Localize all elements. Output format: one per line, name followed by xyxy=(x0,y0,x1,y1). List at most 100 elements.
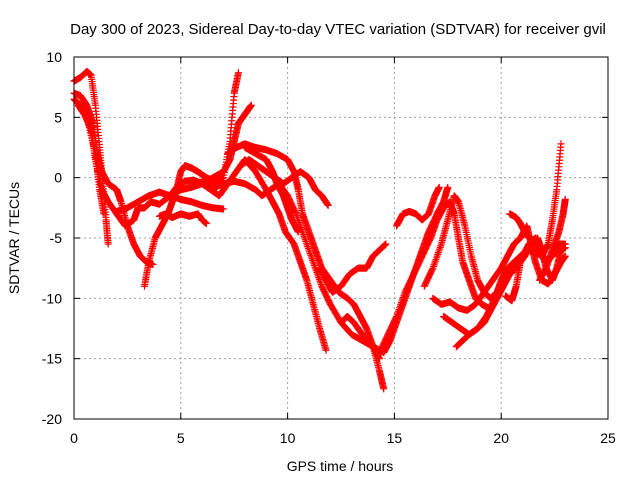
data-point xyxy=(435,247,443,255)
series-track xyxy=(241,144,302,236)
series-track xyxy=(501,240,535,305)
series-track xyxy=(375,198,492,357)
data-point xyxy=(433,252,441,260)
data-point xyxy=(306,248,314,256)
data-points xyxy=(70,67,569,393)
data-point xyxy=(525,234,533,242)
y-tick-label: -10 xyxy=(42,290,62,306)
data-point xyxy=(434,250,442,258)
data-point xyxy=(307,253,315,261)
data-point xyxy=(311,263,319,271)
data-point xyxy=(317,281,325,289)
data-point xyxy=(431,257,439,265)
y-tick-label: 0 xyxy=(54,170,62,186)
data-point xyxy=(429,262,437,270)
data-point xyxy=(100,210,108,218)
data-point xyxy=(399,293,407,301)
data-point xyxy=(435,183,443,191)
data-point xyxy=(316,277,324,285)
series-track xyxy=(316,240,390,296)
data-point xyxy=(557,140,565,148)
series-track xyxy=(194,176,383,363)
data-point xyxy=(304,244,312,252)
data-point xyxy=(324,201,332,209)
data-point xyxy=(393,311,401,319)
series-track xyxy=(536,195,569,284)
series-track xyxy=(393,183,443,230)
data-point xyxy=(432,256,440,264)
y-tick-label: 5 xyxy=(54,109,62,125)
series-track xyxy=(113,188,228,215)
data-point xyxy=(428,265,436,273)
data-point xyxy=(317,279,325,287)
data-point xyxy=(397,299,405,307)
data-point xyxy=(436,245,444,253)
data-point xyxy=(561,195,569,203)
data-point xyxy=(301,236,309,244)
data-point xyxy=(400,292,408,300)
y-tick-label: -5 xyxy=(50,230,63,246)
data-point xyxy=(433,254,441,262)
data-point xyxy=(400,290,408,298)
data-point xyxy=(380,385,388,393)
data-point xyxy=(434,249,442,257)
y-tick-label: -20 xyxy=(42,411,62,427)
data-point xyxy=(561,244,569,252)
data-point xyxy=(394,307,402,315)
data-point xyxy=(234,69,242,77)
data-point xyxy=(444,183,452,191)
data-point xyxy=(397,300,405,308)
x-tick-label: 20 xyxy=(493,430,509,446)
data-point xyxy=(303,241,311,249)
data-point xyxy=(429,264,437,272)
data-point xyxy=(299,231,307,239)
y-tick-label: 10 xyxy=(46,49,62,65)
data-point xyxy=(293,213,301,221)
data-point xyxy=(309,256,317,264)
y-tick-label: -15 xyxy=(42,351,62,367)
data-point xyxy=(299,229,307,237)
data-point xyxy=(310,262,318,270)
data-point xyxy=(202,220,210,228)
grid xyxy=(74,57,608,419)
data-point xyxy=(322,346,330,354)
data-point xyxy=(398,297,406,305)
data-point xyxy=(295,217,303,225)
data-point xyxy=(310,260,318,268)
x-tick-label: 15 xyxy=(387,430,403,446)
x-tick-label: 25 xyxy=(600,430,616,446)
data-point xyxy=(293,212,301,220)
data-point xyxy=(308,255,316,263)
data-point xyxy=(315,274,323,282)
axis-ticks: 0 5 10 15 20 25 -20 -15 -10 -5 0 5 10 xyxy=(42,49,616,446)
data-point xyxy=(220,205,228,213)
x-tick-label: 10 xyxy=(280,430,296,446)
data-point xyxy=(303,239,311,247)
data-point xyxy=(396,304,404,312)
data-point xyxy=(300,232,308,240)
data-point xyxy=(527,240,535,248)
chart-title: Day 300 of 2023, Sidereal Day-to-day VTE… xyxy=(70,21,606,38)
y-axis-label: SDTVAR / TECUs xyxy=(6,182,22,294)
data-point xyxy=(399,295,407,303)
data-point xyxy=(392,314,400,322)
data-point xyxy=(315,275,323,283)
data-point xyxy=(305,246,313,254)
data-point xyxy=(301,234,309,242)
data-point xyxy=(306,250,314,258)
data-point xyxy=(395,306,403,314)
data-point xyxy=(437,242,445,250)
data-point xyxy=(436,243,444,251)
data-point xyxy=(396,302,404,310)
x-tick-label: 0 xyxy=(70,430,78,446)
data-point xyxy=(309,258,317,266)
x-axis-label: GPS time / hours xyxy=(287,458,394,474)
data-point xyxy=(294,228,302,236)
x-tick-label: 5 xyxy=(177,430,185,446)
data-point xyxy=(431,259,439,267)
data-point xyxy=(292,209,300,217)
data-point xyxy=(382,240,390,248)
data-point xyxy=(289,238,297,246)
series-track xyxy=(237,156,332,209)
